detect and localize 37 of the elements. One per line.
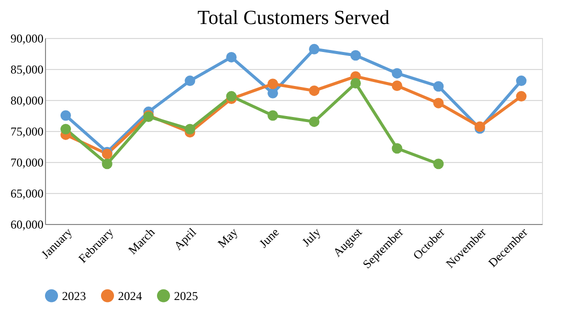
point (60, 124, 71, 134)
point (433, 81, 444, 92)
point (308, 116, 320, 127)
y-tick-label: 60,000 (10, 218, 44, 232)
point (268, 110, 278, 121)
x-tick-label: May (214, 225, 240, 251)
legend-label: 2024 (118, 288, 142, 303)
point (308, 85, 320, 96)
point (268, 88, 278, 98)
point (350, 50, 361, 61)
point (392, 68, 402, 79)
point (433, 98, 444, 108)
point (226, 52, 237, 62)
y-tick-label: 90,000 (10, 32, 44, 46)
legend-label: 2023 (62, 288, 86, 303)
point (516, 91, 527, 102)
point (184, 124, 196, 134)
point (308, 44, 320, 54)
y-tick-label: 75,000 (10, 124, 44, 138)
x-tick-label: July (299, 225, 324, 250)
point (392, 143, 402, 154)
point (184, 76, 196, 86)
point (226, 91, 237, 102)
point (392, 80, 402, 91)
point (268, 78, 278, 90)
point (350, 78, 361, 88)
y-tick-label: 65,000 (10, 186, 44, 200)
y-tick-label: 70,000 (10, 156, 44, 170)
point (60, 110, 71, 121)
point (433, 158, 444, 170)
y-tick-label: 80,000 (10, 94, 44, 108)
x-tick-label: June (256, 225, 282, 251)
point (516, 76, 527, 86)
y-tick-label: 85,000 (10, 62, 44, 76)
point (102, 158, 112, 170)
chart-title: Total Customers Served (198, 7, 390, 29)
legend-label: 2025 (174, 288, 198, 303)
